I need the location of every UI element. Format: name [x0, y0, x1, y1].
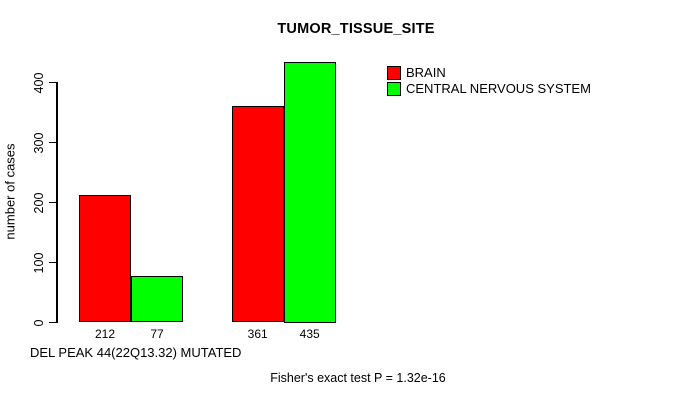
y-tick-line [49, 321, 56, 324]
legend-item-brain: BRAIN [387, 66, 591, 80]
y-tick-line [49, 261, 56, 264]
bar-value-label: 361 [247, 326, 268, 341]
legend: BRAIN CENTRAL NERVOUS SYSTEM [387, 66, 591, 98]
legend-swatch-red [387, 66, 401, 80]
chart-title: TUMOR_TISSUE_SITE [277, 21, 435, 37]
y-tick-label: 100 [32, 252, 46, 273]
bar-value-label: 435 [299, 326, 320, 341]
y-tick-label: 300 [32, 132, 46, 153]
fisher-test-annotation: Fisher's exact test P = 1.32e-16 [270, 371, 446, 385]
y-tick-line [49, 201, 56, 204]
x-axis-label: DEL PEAK 44(22Q13.32) MUTATED [30, 345, 242, 360]
y-tick-line [49, 81, 56, 84]
bar-brain-group2 [231, 105, 284, 323]
bar-value-label: 212 [94, 326, 116, 341]
legend-swatch-green [387, 82, 401, 96]
legend-item-cns: CENTRAL NERVOUS SYSTEM [387, 82, 591, 96]
legend-label-cns: CENTRAL NERVOUS SYSTEM [406, 81, 591, 96]
y-axis-line [56, 82, 58, 323]
y-tick-label: 400 [32, 72, 46, 93]
y-axis-label: number of cases [2, 143, 18, 240]
bar-brain-group1 [79, 195, 131, 323]
bar-central-nervous-system-group2 [283, 61, 336, 323]
y-tick-label: 0 [32, 319, 46, 326]
bar-central-nervous-system-group1 [131, 276, 183, 323]
bar-value-label: 77 [150, 326, 164, 341]
y-tick-line [49, 141, 56, 144]
legend-label-brain: BRAIN [406, 65, 446, 80]
y-tick-label: 200 [32, 192, 46, 213]
